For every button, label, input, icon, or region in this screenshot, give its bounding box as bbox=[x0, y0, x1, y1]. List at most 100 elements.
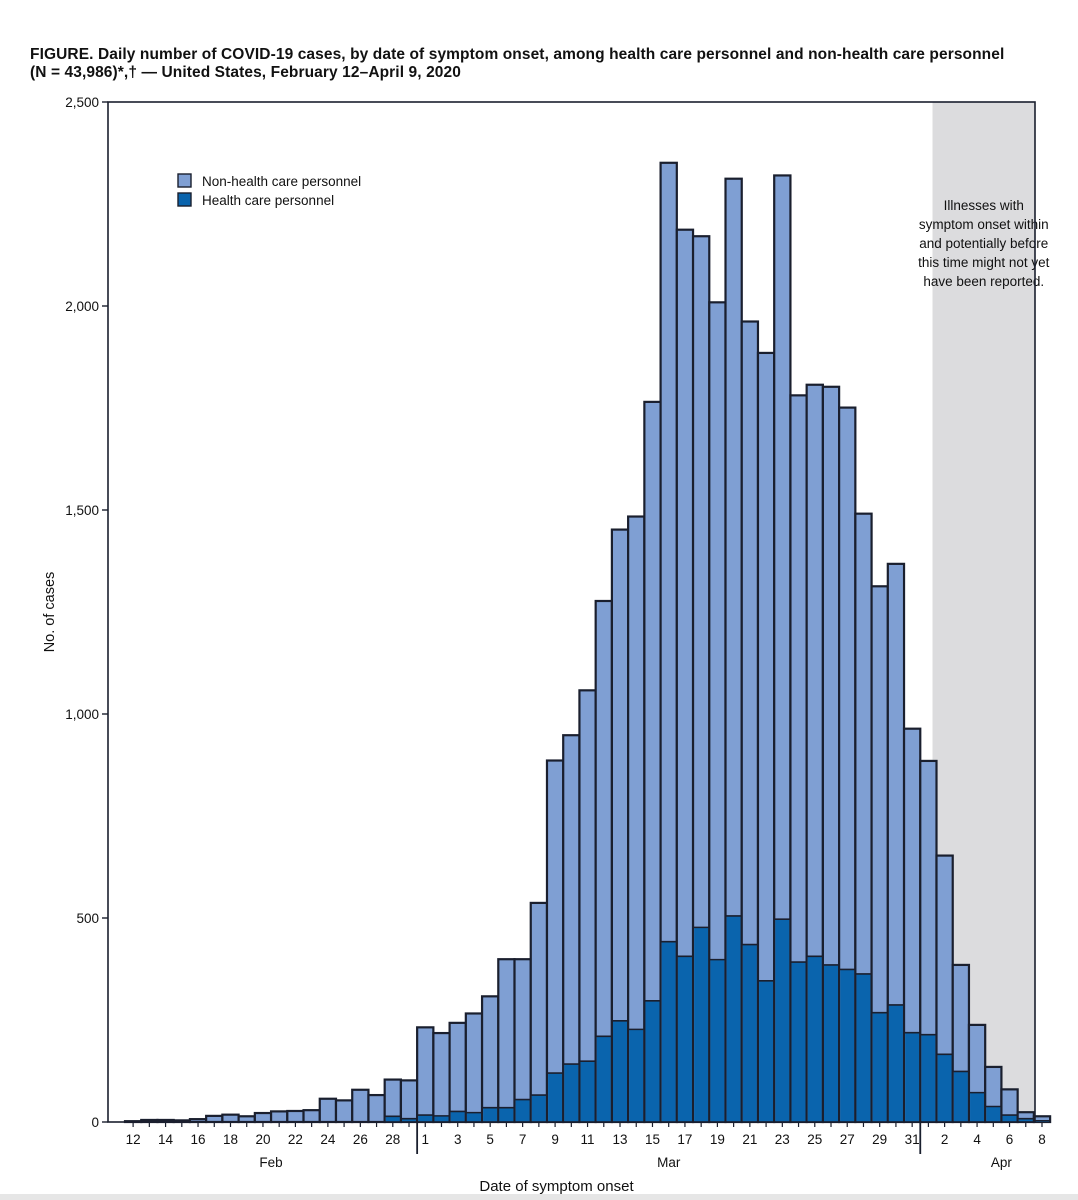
bar-hcp bbox=[564, 1064, 579, 1122]
bar-non-hcp bbox=[286, 1109, 305, 1124]
bar-non-hcp bbox=[237, 1115, 256, 1124]
x-tick-label: 31 bbox=[905, 1132, 920, 1147]
month-label: Apr bbox=[991, 1155, 1013, 1170]
shaded-note-line: this time might not yet bbox=[918, 255, 1050, 270]
bar-non-hcp bbox=[529, 901, 549, 1124]
bar-non-hcp bbox=[351, 1088, 370, 1124]
figure-title-line-2: (N = 43,986)*,† — United States, Februar… bbox=[30, 64, 461, 81]
bar-hcp bbox=[402, 1118, 417, 1122]
x-tick-label: 17 bbox=[677, 1132, 692, 1147]
shaded-note-line: Illnesses with bbox=[944, 198, 1024, 213]
bar-hcp bbox=[677, 956, 692, 1122]
bar-hcp bbox=[418, 1115, 433, 1122]
bar-hcp bbox=[710, 959, 725, 1122]
bar-hcp bbox=[840, 969, 855, 1122]
bar-non-hcp bbox=[464, 1012, 484, 1124]
x-tick-label: 5 bbox=[486, 1132, 494, 1147]
bar-non-hcp bbox=[221, 1113, 240, 1124]
bar-non-hcp bbox=[545, 759, 565, 1124]
x-tick-label: 16 bbox=[191, 1132, 206, 1147]
x-tick-label: 19 bbox=[710, 1132, 725, 1147]
x-tick-label: 27 bbox=[840, 1132, 855, 1147]
page-bottom-edge bbox=[0, 1194, 1078, 1200]
y-tick-label: 2,500 bbox=[65, 95, 99, 110]
x-tick-label: 2 bbox=[941, 1132, 949, 1147]
bar-hcp bbox=[791, 962, 806, 1122]
bar-non-hcp bbox=[448, 1021, 467, 1124]
bar-hcp bbox=[483, 1107, 498, 1122]
bar-hcp bbox=[856, 973, 871, 1122]
bar-non-hcp bbox=[334, 1099, 354, 1124]
bar-hcp bbox=[694, 927, 709, 1122]
y-tick-label: 500 bbox=[76, 911, 99, 926]
x-tick-label: 28 bbox=[385, 1132, 400, 1147]
bar-hcp bbox=[953, 1071, 968, 1122]
bar-hcp bbox=[385, 1116, 400, 1122]
bar-hcp bbox=[1002, 1115, 1017, 1122]
bar-non-hcp bbox=[269, 1110, 289, 1124]
bar-non-hcp bbox=[367, 1093, 386, 1124]
bar-non-hcp bbox=[578, 689, 597, 1124]
bar-non-hcp bbox=[253, 1111, 273, 1124]
shaded-note-line: symptom onset within bbox=[919, 217, 1049, 232]
y-axis-label: No. of cases bbox=[42, 572, 58, 653]
y-tick-label: 0 bbox=[91, 1115, 99, 1130]
bar-non-hcp bbox=[480, 995, 500, 1124]
bar-hcp bbox=[580, 1061, 595, 1122]
shaded-note-line: have been reported. bbox=[923, 274, 1044, 289]
bar-hcp bbox=[742, 944, 757, 1122]
x-tick-label: 1 bbox=[421, 1132, 429, 1147]
legend-label-non-hcp: Non-health care personnel bbox=[202, 174, 361, 189]
month-label: Feb bbox=[259, 1155, 282, 1170]
bar-hcp bbox=[726, 915, 741, 1122]
x-tick-label: 25 bbox=[807, 1132, 822, 1147]
x-tick-label: 23 bbox=[775, 1132, 790, 1147]
bar-non-hcp bbox=[205, 1114, 224, 1124]
x-tick-label: 14 bbox=[158, 1132, 174, 1147]
x-tick-label: 9 bbox=[551, 1132, 559, 1147]
y-tick-label: 2,000 bbox=[65, 299, 99, 314]
x-tick-label: 3 bbox=[454, 1132, 462, 1147]
legend-swatch-non-hcp bbox=[177, 173, 192, 188]
bar-hcp bbox=[499, 1107, 514, 1122]
month-label: Mar bbox=[657, 1155, 681, 1170]
x-tick-label: 11 bbox=[581, 1132, 595, 1147]
legend-swatch-hcp bbox=[177, 192, 192, 207]
bar-hcp bbox=[970, 1092, 985, 1122]
bar-hcp bbox=[515, 1099, 530, 1122]
legend-label-hcp: Health care personnel bbox=[202, 193, 334, 208]
bar-hcp bbox=[434, 1115, 449, 1122]
bar-hcp bbox=[872, 1012, 887, 1122]
y-tick-label: 1,500 bbox=[65, 503, 99, 518]
y-tick-label: 1,000 bbox=[65, 707, 99, 722]
bar-hcp bbox=[905, 1032, 920, 1122]
x-tick-label: 29 bbox=[872, 1132, 887, 1147]
x-tick-label: 13 bbox=[612, 1132, 627, 1147]
x-tick-label: 21 bbox=[742, 1132, 757, 1147]
bar-hcp bbox=[888, 1004, 903, 1122]
x-tick-label: 20 bbox=[255, 1132, 270, 1147]
shaded-note-line: and potentially before bbox=[919, 236, 1048, 251]
bar-non-hcp bbox=[302, 1109, 321, 1124]
bar-hcp bbox=[596, 1036, 611, 1122]
bar-hcp bbox=[823, 964, 839, 1122]
x-axis-label: Date of symptom onset bbox=[479, 1178, 634, 1195]
bar-hcp bbox=[986, 1106, 1001, 1122]
bar-hcp bbox=[531, 1095, 546, 1122]
x-tick-label: 4 bbox=[973, 1132, 981, 1147]
bar-hcp bbox=[661, 941, 676, 1122]
bar-hcp bbox=[613, 1020, 628, 1122]
x-tick-label: 6 bbox=[1006, 1132, 1014, 1147]
x-tick-label: 7 bbox=[519, 1132, 527, 1147]
x-tick-label: 12 bbox=[126, 1132, 141, 1147]
bar-non-hcp bbox=[513, 958, 532, 1124]
x-tick-label: 22 bbox=[288, 1132, 303, 1147]
bar-non-hcp bbox=[318, 1097, 338, 1124]
bar-non-hcp bbox=[497, 958, 516, 1124]
bar-hcp bbox=[921, 1034, 936, 1122]
x-tick-label: 26 bbox=[353, 1132, 368, 1147]
x-tick-label: 8 bbox=[1038, 1132, 1046, 1147]
x-tick-label: 15 bbox=[645, 1132, 660, 1147]
bar-hcp bbox=[548, 1073, 563, 1122]
bar-non-hcp bbox=[399, 1079, 419, 1124]
